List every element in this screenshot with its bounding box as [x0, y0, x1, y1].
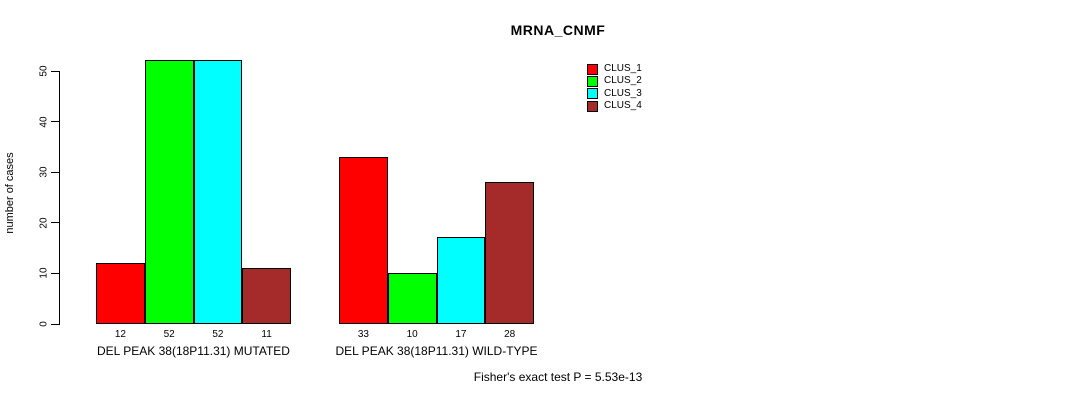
legend-swatch-icon — [587, 75, 598, 87]
x-group-label: DEL PEAK 38(18P11.31) WILD-TYPE — [335, 344, 538, 358]
y-tick-mark — [51, 70, 59, 72]
bar — [436, 237, 486, 325]
y-tick-label: 30 — [38, 166, 50, 178]
bar-value-label: 52 — [212, 329, 224, 340]
legend-item: CLUS_1 — [587, 63, 642, 75]
bar — [339, 156, 388, 325]
bar-value-label: 11 — [261, 329, 272, 340]
legend-item: CLUS_4 — [587, 100, 642, 112]
y-tick-mark — [51, 171, 59, 173]
legend-swatch-icon — [587, 63, 598, 75]
fisher-test-annotation: Fisher's exact test P = 5.53e-13 — [473, 370, 643, 384]
bar — [193, 60, 243, 325]
legend-label: CLUS_3 — [604, 87, 642, 99]
bar — [387, 272, 437, 325]
y-tick-mark — [51, 121, 59, 123]
bar — [144, 60, 194, 325]
bar-value-label: 12 — [114, 329, 126, 340]
legend-item: CLUS_2 — [587, 75, 642, 87]
y-tick-label: 10 — [38, 267, 50, 279]
x-group-label: DEL PEAK 38(18P11.31) MUTATED — [97, 344, 290, 358]
legend-swatch-icon — [587, 88, 598, 100]
bar-value-label: 10 — [406, 329, 418, 340]
chart-title: MRNA_CNMF — [510, 22, 606, 38]
bar-value-label: 17 — [455, 329, 467, 340]
legend-label: CLUS_1 — [604, 63, 642, 75]
legend-label: CLUS_2 — [604, 75, 642, 87]
y-axis-line — [59, 70, 60, 325]
y-tick-label: 0 — [38, 321, 50, 327]
y-tick-mark — [51, 272, 59, 274]
legend: CLUS_1 CLUS_2 CLUS_3 CLUS_4 — [587, 63, 642, 112]
bar-value-label: 52 — [163, 329, 175, 340]
y-tick-label: 50 — [38, 65, 50, 77]
bar — [96, 262, 145, 325]
y-tick-label: 20 — [38, 217, 50, 229]
legend-swatch-icon — [587, 100, 598, 112]
y-tick-mark — [51, 323, 59, 325]
bar-value-label: 33 — [357, 329, 369, 340]
legend-item: CLUS_3 — [587, 88, 642, 100]
bar-value-label: 28 — [504, 329, 516, 340]
y-tick-mark — [51, 222, 59, 224]
bar — [485, 181, 534, 325]
legend-label: CLUS_4 — [604, 100, 642, 112]
y-tick-label: 40 — [38, 116, 50, 128]
bar — [242, 267, 291, 325]
